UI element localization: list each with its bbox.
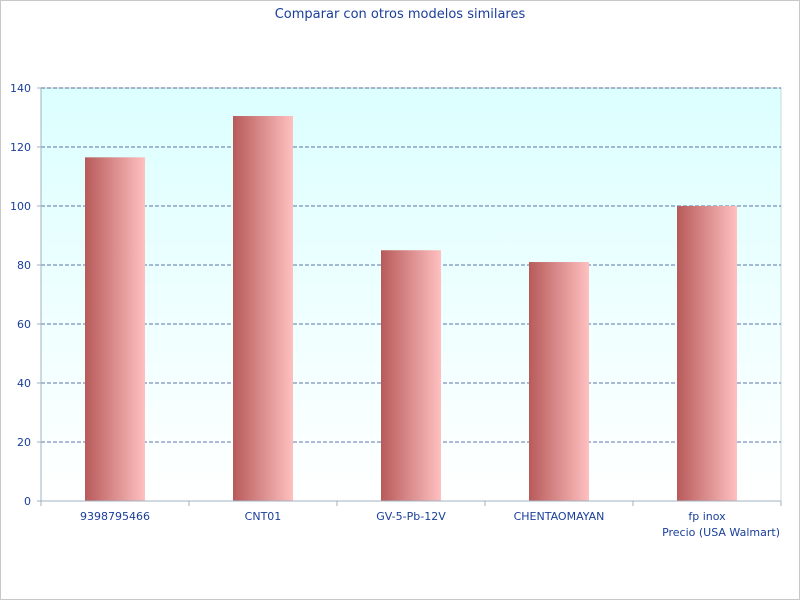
x-tick-label: GV-5-Pb-12V — [376, 510, 446, 523]
bar-9398795466[interactable] — [85, 157, 145, 501]
chart-title: Comparar con otros modelos similares — [275, 7, 526, 22]
y-tick-label: 60 — [17, 318, 31, 331]
x-tick-label: 9398795466 — [80, 510, 150, 523]
x-axis-label: Precio (USA Walmart) — [662, 526, 780, 539]
y-tick-label: 20 — [17, 436, 31, 449]
x-tick-label: fp inox — [688, 510, 726, 523]
bar-gv-5-pb-12v[interactable] — [381, 250, 441, 501]
y-tick-label: 0 — [24, 495, 31, 508]
bar-fp-inox[interactable] — [677, 206, 737, 501]
x-tick-label: CNT01 — [245, 510, 282, 523]
y-tick-label: 40 — [17, 377, 31, 390]
x-tick-label: CHENTAOMAYAN — [514, 510, 605, 523]
bar-cnt01[interactable] — [233, 116, 293, 502]
bar-chentaomayan[interactable] — [529, 262, 589, 501]
bars-group — [85, 116, 737, 502]
y-tick-label: 120 — [10, 141, 31, 154]
y-tick-label: 80 — [17, 259, 31, 272]
y-axis-ticks: 0 20 40 60 80 100 120 140 — [10, 82, 41, 508]
y-tick-label: 100 — [10, 200, 31, 213]
y-tick-label: 140 — [10, 82, 31, 95]
x-axis-ticks: 9398795466 CNT01 GV-5-Pb-12V CHENTAOMAYAN fp… — [40, 501, 782, 523]
